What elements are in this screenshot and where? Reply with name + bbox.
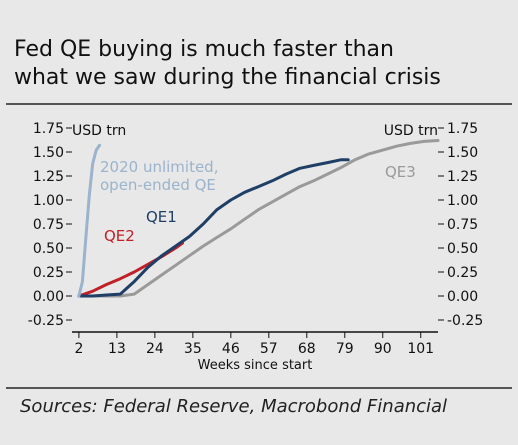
left-y-tick-label: 0.25 <box>33 265 64 281</box>
x-tick-label: 35 <box>184 341 202 357</box>
left-y-tick-label: 1.75 <box>33 121 64 137</box>
left-unit-label: USD trn <box>72 123 126 139</box>
series-layer <box>77 139 440 298</box>
x-tick-label: 13 <box>108 341 126 357</box>
right-y-tick-label: 1.25 <box>447 169 478 185</box>
series-label-qe2: QE2 <box>104 227 135 245</box>
series-label-qe1: QE1 <box>146 208 177 226</box>
title-line-2: what we saw during the financial crisis <box>14 65 441 90</box>
left-y-tick-label: 0.75 <box>33 217 64 233</box>
left-y-tick-label: 1.50 <box>33 145 64 161</box>
right-unit-label: USD trn <box>384 123 438 139</box>
right-y-tick-label: 0.50 <box>447 241 478 257</box>
right-y-tick-label: 1.00 <box>447 193 478 209</box>
left-y-tick-label: 1.00 <box>33 193 64 209</box>
left-y-tick-label: 0.50 <box>33 241 64 257</box>
x-tick-label: 2 <box>74 341 83 357</box>
left-y-tick-label: 1.25 <box>33 169 64 185</box>
series-line-2020-qe <box>77 143 102 298</box>
axis-layer: -0.25 -0.25 0.00 0.00 0.25 0.25 0.50 0.50 0.75 0.… <box>28 121 483 357</box>
x-tick-label: 57 <box>260 341 278 357</box>
x-tick-label: 79 <box>336 341 354 357</box>
x-tick-label: 68 <box>298 341 316 357</box>
x-tick-label: 101 <box>407 341 434 357</box>
title-line-1: Fed QE buying is much faster than <box>14 37 394 62</box>
source-divider <box>6 387 512 389</box>
x-axis-label: Weeks since start <box>198 358 313 373</box>
series-line-qe3 <box>77 139 440 298</box>
right-y-tick-label: 1.75 <box>447 121 478 137</box>
x-tick-label: 24 <box>146 341 164 357</box>
label-layer: USD trn USD trn Weeks since start 2020 u… <box>72 123 438 373</box>
source-note: Sources: Federal Reserve, Macrobond Fina… <box>20 396 448 417</box>
right-y-tick-label: 0.25 <box>447 265 478 281</box>
series-label-2020-line-2: open-ended QE <box>100 176 216 194</box>
left-y-tick-label: 0.00 <box>33 289 64 305</box>
title-divider <box>6 103 512 105</box>
x-tick-label: 46 <box>222 341 240 357</box>
right-y-tick-label: 0.00 <box>447 289 478 305</box>
series-label-qe3: QE3 <box>385 163 416 181</box>
series-label-2020-line-1: 2020 unlimited, <box>100 158 218 176</box>
left-y-tick-label: -0.25 <box>28 313 64 329</box>
right-y-tick-label: -0.25 <box>447 313 483 329</box>
series-line-qe1 <box>77 158 350 298</box>
right-y-tick-label: 0.75 <box>447 217 478 233</box>
right-y-tick-label: 1.50 <box>447 145 478 161</box>
chart-title: Fed QE buying is much faster than what w… <box>14 36 504 92</box>
x-tick-label: 90 <box>374 341 392 357</box>
